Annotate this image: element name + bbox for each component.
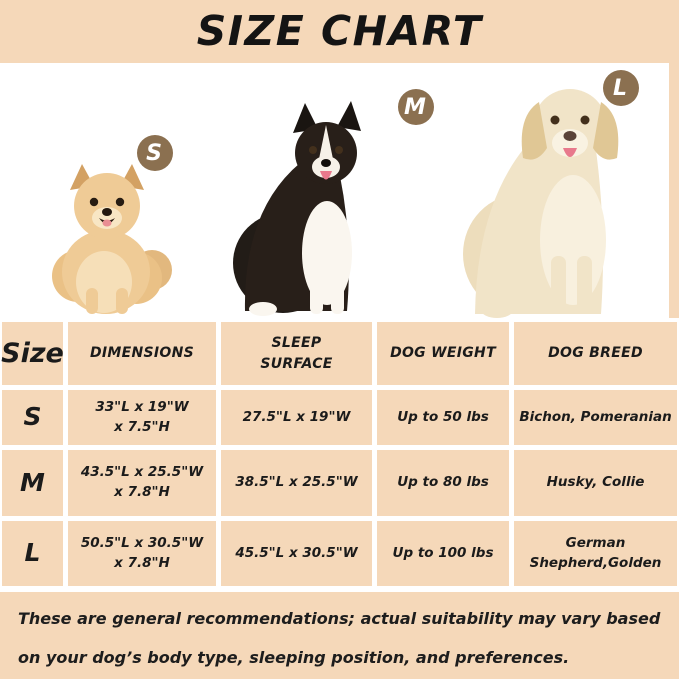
size-badge-l: L xyxy=(603,70,639,106)
column-header-size: Size xyxy=(1,322,64,385)
golden-retriever-dog-image xyxy=(463,89,619,318)
header-band: SIZE CHART xyxy=(0,0,679,63)
column-header-dimensions: DIMENSIONS xyxy=(68,322,216,385)
row-l-sleep-surface: 45.5"L x 30.5"W xyxy=(221,521,372,586)
size-table: Size DIMENSIONS SLEEP SURFACE DOG WEIGHT… xyxy=(0,318,679,592)
row-l-size-label: L xyxy=(2,521,63,586)
row-m-dog-breed: Husky, Collie xyxy=(514,450,677,516)
row-m-sleep-surface: 38.5"L x 25.5"W xyxy=(221,450,372,516)
row-s-dog-breed: Bichon, Pomeranian xyxy=(514,390,677,445)
border-collie-dog-image xyxy=(233,101,361,316)
row-s-dog-weight: Up to 50 lbs xyxy=(377,390,509,445)
column-header-sleep-surface: SLEEP SURFACE xyxy=(221,322,372,385)
size-badge-m: M xyxy=(398,89,434,125)
row-l-dog-weight: Up to 100 lbs xyxy=(377,521,509,586)
row-s-sleep-surface: 27.5"L x 19"W xyxy=(221,390,372,445)
row-l-dog-breed: German Shepherd,Golden xyxy=(514,521,677,586)
row-m-size-label: M xyxy=(2,450,63,516)
column-header-dog-weight: DOG WEIGHT xyxy=(377,322,509,385)
column-header-dog-breed: DOG BREED xyxy=(514,322,677,385)
row-m-dog-weight: Up to 80 lbs xyxy=(377,450,509,516)
row-s-dimensions: 33"L x 19"W x 7.5"H xyxy=(68,390,216,445)
row-m-dimensions: 43.5"L x 25.5"W x 7.8"H xyxy=(68,450,216,516)
page-title: SIZE CHART xyxy=(196,6,483,55)
pomeranian-dog-image xyxy=(52,164,172,314)
row-s-size-label: S xyxy=(2,390,63,445)
row-l-dimensions: 50.5"L x 30.5"W x 7.8"H xyxy=(68,521,216,586)
dog-photo-panel: S M L xyxy=(0,63,669,318)
disclaimer-note: These are general recommendations; actua… xyxy=(0,592,679,679)
disclaimer-text: These are general recommendations; actua… xyxy=(18,609,661,667)
size-badge-s: S xyxy=(137,135,173,171)
